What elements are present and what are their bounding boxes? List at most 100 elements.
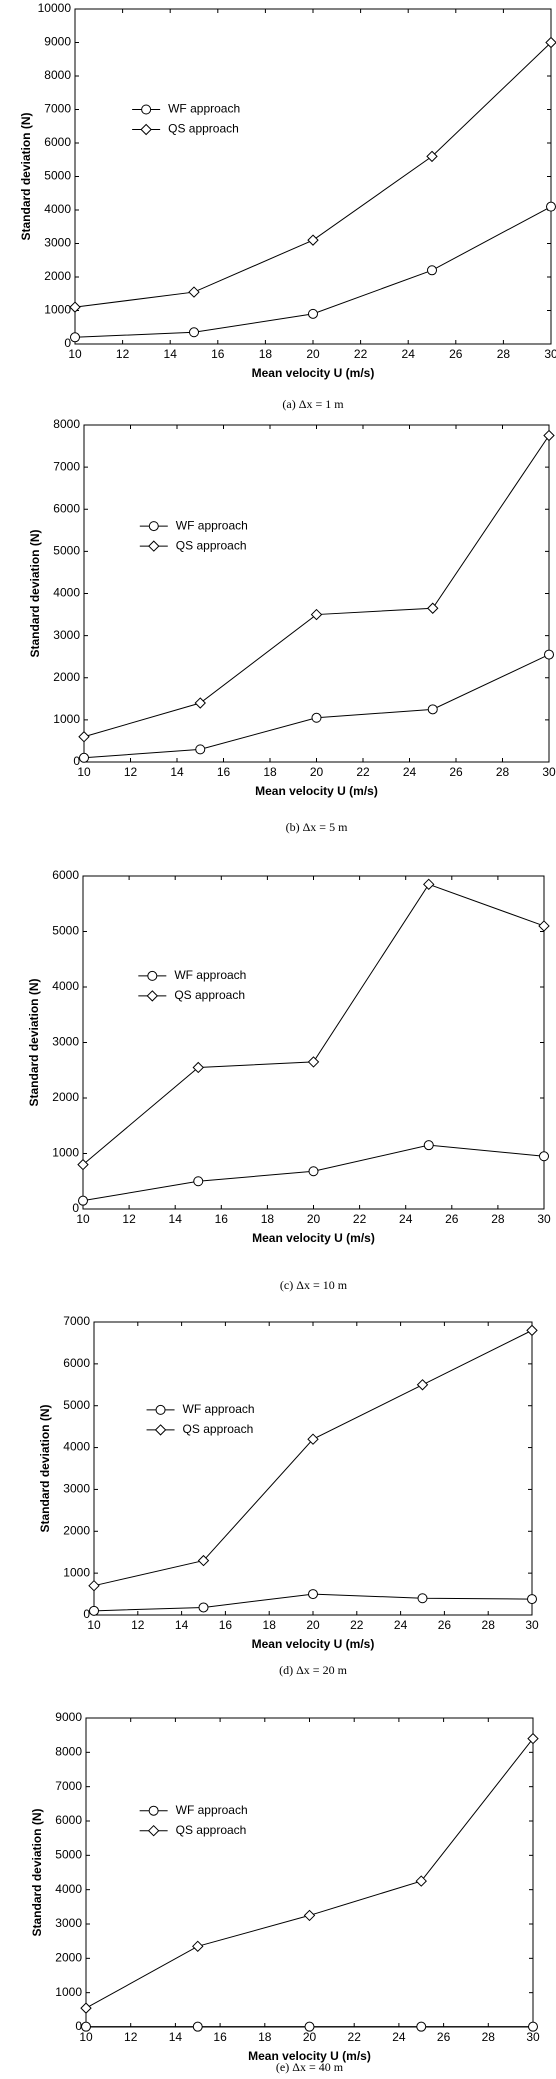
diamond-marker <box>78 731 90 743</box>
y-tick-label: 10000 <box>38 1 72 15</box>
x-tick-label: 24 <box>399 1212 413 1226</box>
y-tick-label: 6000 <box>63 1356 90 1370</box>
x-tick-label: 22 <box>356 765 370 779</box>
chart-panel: 0 1000 2000 3000 4000 5000 6000 7000 8000 9000 100… <box>19 1 556 411</box>
plot-frame <box>83 424 550 763</box>
diamond-marker <box>543 429 555 442</box>
x-tick-label: 22 <box>354 347 368 361</box>
x-tick-label: 12 <box>124 2030 138 2044</box>
legend-label: WF approach <box>174 968 246 982</box>
diamond-marker <box>538 920 550 932</box>
diamond-marker <box>310 608 323 621</box>
legend-label: QS approach <box>183 1422 254 1436</box>
series-line <box>85 1738 534 2009</box>
series-line <box>74 42 552 308</box>
x-axis-label: Mean velocity U (m/s) <box>252 1231 375 1245</box>
circle-marker <box>193 1176 204 1187</box>
y-tick-label: 5000 <box>55 1848 82 1862</box>
diamond-marker <box>77 1158 89 1171</box>
circle-marker <box>304 2021 315 2032</box>
diamond-marker <box>188 286 200 298</box>
y-tick-label: 2000 <box>44 269 71 283</box>
diamond-marker <box>192 1940 204 1953</box>
x-tick-label: 14 <box>169 1212 183 1226</box>
y-tick-label: 4000 <box>52 979 79 993</box>
x-tick-label: 28 <box>497 347 511 361</box>
series-line <box>93 1329 533 1587</box>
diamond-marker <box>80 2002 92 2014</box>
circle-marker <box>78 1195 88 1206</box>
diamond-marker <box>303 1909 316 1922</box>
circle-marker <box>89 1605 99 1616</box>
y-tick-label: 3000 <box>44 236 71 250</box>
legend-marker <box>148 540 160 552</box>
y-tick-label: 2000 <box>53 670 80 684</box>
y-tick-label: 6000 <box>55 1813 82 1827</box>
y-tick-label: 4000 <box>44 202 71 216</box>
chart-panel: 0 1000 2000 3000 4000 5000 6000 7000 10 12 14 16 18 2… <box>38 1314 539 1677</box>
y-tick-label: 1000 <box>55 1985 82 1999</box>
x-tick-label: 18 <box>263 765 277 779</box>
x-tick-label: 16 <box>219 1618 233 1632</box>
x-tick-label: 30 <box>526 2030 540 2044</box>
circle-marker <box>308 1166 319 1177</box>
diamond-marker <box>416 1379 429 1391</box>
x-tick-label: 26 <box>437 2030 451 2044</box>
diamond-marker <box>527 1732 539 1745</box>
diamond-marker <box>415 1875 427 1887</box>
y-tick-label: 2000 <box>63 1523 90 1537</box>
y-tick-label: 9000 <box>44 35 71 49</box>
diamond-marker <box>88 1579 100 1592</box>
legend-marker <box>154 1424 167 1436</box>
chart-panel: 0 1000 2000 3000 4000 5000 6000 7000 8000 9000 10 1… <box>30 1710 540 2074</box>
x-tick-label: 10 <box>77 765 91 779</box>
y-tick-label: 1000 <box>53 712 80 726</box>
y-tick-label: 9000 <box>55 1710 82 1724</box>
x-tick-label: 18 <box>261 1212 275 1226</box>
chart-panel: 0 1000 2000 3000 4000 5000 6000 10 12 14 16 18 20 22 2… <box>27 868 551 1292</box>
x-tick-label: 20 <box>310 765 324 779</box>
x-tick-label: 10 <box>87 1618 101 1632</box>
x-tick-label: 28 <box>491 1212 505 1226</box>
y-tick-label: 4000 <box>63 1440 90 1454</box>
circle-marker <box>527 1594 537 1605</box>
y-tick-label: 7000 <box>44 102 71 116</box>
circle-marker <box>81 2021 91 2032</box>
x-axis-label: Mean velocity U (m/s) <box>255 784 378 798</box>
y-tick-label: 6000 <box>44 135 71 149</box>
legend-label: QS approach <box>176 538 247 552</box>
circle-marker <box>70 332 80 343</box>
y-tick-label: 3000 <box>53 628 80 642</box>
y-tick-label: 5000 <box>53 544 80 558</box>
y-tick-label: 4000 <box>53 586 80 600</box>
y-tick-label: 8000 <box>53 417 80 431</box>
legend-label: QS approach <box>176 1823 247 1837</box>
plot-frame <box>74 8 552 345</box>
y-tick-label: 1000 <box>44 303 71 317</box>
y-axis-label: Standard deviation (N) <box>27 978 41 1106</box>
caption: (c) Δx = 10 m <box>280 1278 348 1292</box>
diamond-marker <box>194 697 206 709</box>
y-tick-label: 0 <box>64 336 71 350</box>
y-tick-label: 3000 <box>63 1482 90 1496</box>
chart-panel: 0 1000 2000 3000 4000 5000 6000 7000 8000 10 12 14 1… <box>28 417 556 834</box>
x-tick-label: 14 <box>170 765 184 779</box>
y-tick-label: 2000 <box>52 1090 79 1104</box>
plot-frame <box>85 1717 534 2028</box>
circle-marker <box>423 1140 434 1151</box>
x-tick-label: 14 <box>175 1618 189 1632</box>
x-tick-label: 22 <box>350 1618 364 1632</box>
x-tick-label: 12 <box>116 347 130 361</box>
legend-marker <box>147 970 158 981</box>
x-tick-label: 30 <box>544 347 556 361</box>
x-tick-label: 26 <box>449 765 463 779</box>
y-axis-label: Standard deviation (N) <box>28 529 42 657</box>
x-tick-label: 24 <box>403 765 417 779</box>
y-tick-label: 8000 <box>44 68 71 82</box>
x-axis-label: Mean velocity U (m/s) <box>252 1637 375 1651</box>
circle-marker <box>189 327 199 338</box>
circle-marker <box>311 712 322 723</box>
y-tick-label: 1000 <box>63 1565 90 1579</box>
diamond-marker <box>307 234 319 246</box>
circle-marker <box>544 649 554 660</box>
